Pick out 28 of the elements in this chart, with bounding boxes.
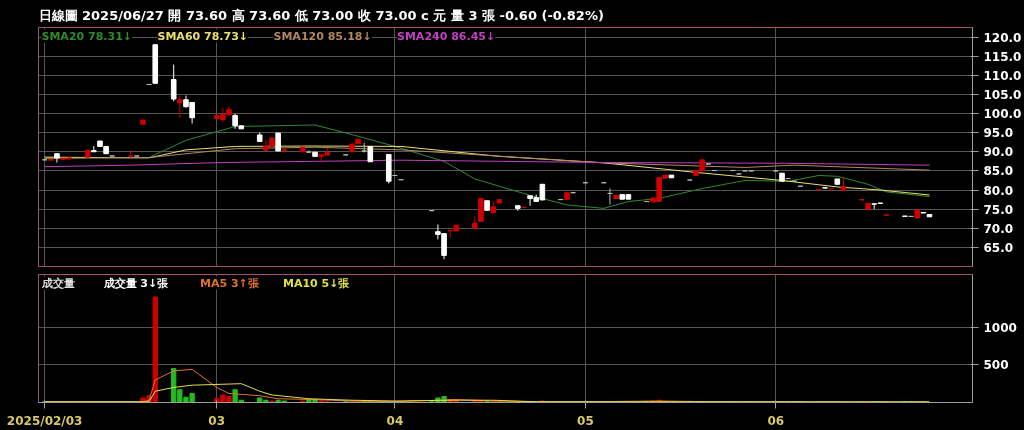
y-tick-label: 100.0	[983, 107, 1022, 122]
y-tick-label: 95.0	[983, 126, 1014, 141]
x-tick-label: 2025/02/03	[6, 413, 83, 428]
x-tick-label: 06	[767, 413, 785, 428]
text: SMA240 86.45↓	[397, 29, 496, 43]
y-tick-label: 70.0	[983, 221, 1014, 236]
text: SMA60 78.73↓	[157, 29, 249, 43]
y-tick-label: 85.0	[983, 164, 1014, 179]
x-tick-label: 03	[208, 413, 226, 428]
y-tick-label: 115.0	[983, 49, 1022, 64]
chart-title: 日線圖 2025/06/27 開 73.60 高 73.60 低 73.00 收 73.00 c 元 量 3 張 -0.60 (-0.82%)	[38, 7, 604, 23]
y-tick-label: 110.0	[983, 68, 1022, 83]
y-tick-label: 1000	[983, 320, 1017, 335]
text: MA5 3↑張	[200, 276, 260, 290]
x-tick-label: 04	[386, 413, 404, 428]
y-tick-label: 500	[983, 358, 1009, 373]
x-tick-label: 05	[577, 413, 594, 428]
text: MA10 5↓張	[283, 276, 351, 290]
y-tick-label: 75.0	[983, 202, 1014, 217]
text: SMA20 78.31↓	[41, 29, 133, 43]
y-tick-label: 80.0	[983, 183, 1014, 198]
y-tick-label: 65.0	[983, 240, 1014, 255]
y-tick-label: 90.0	[983, 145, 1014, 160]
y-tick-label: 120.0	[983, 30, 1022, 45]
series-label: 成交量 3↓張	[102, 276, 170, 290]
chart-title: 成交量	[40, 276, 75, 290]
text: SMA120 85.18↓	[273, 29, 372, 43]
y-tick-label: 105.0	[983, 87, 1022, 102]
